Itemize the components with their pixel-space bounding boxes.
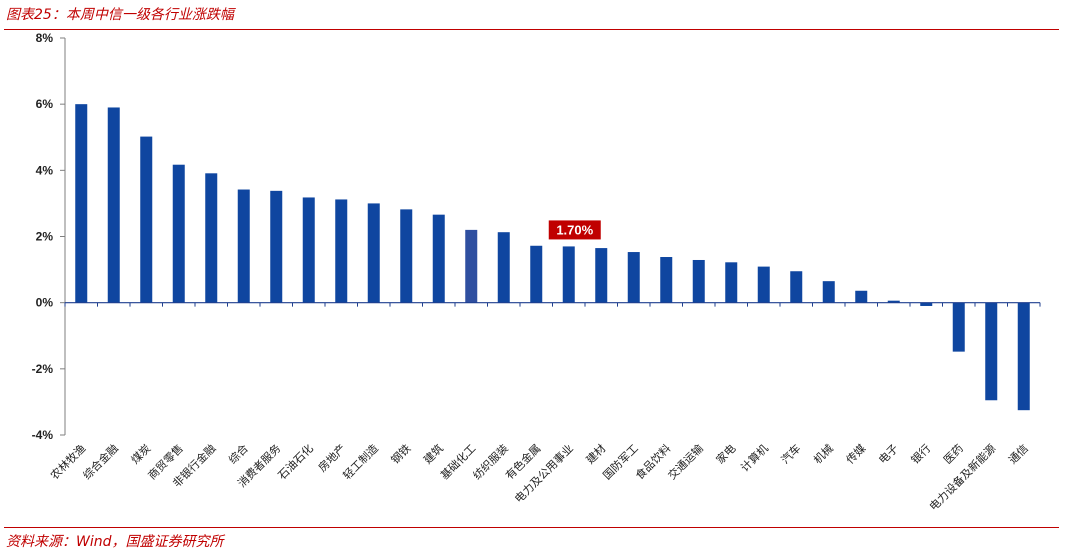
source-note: 资料来源：Wind，国盛证券研究所 — [6, 534, 224, 550]
bar — [497, 232, 510, 303]
bar — [952, 302, 965, 352]
bar — [237, 189, 250, 303]
category-label: 电子 — [876, 442, 901, 467]
category-label: 计算机 — [738, 441, 771, 474]
category-label: 建材 — [583, 441, 608, 466]
bar — [595, 248, 608, 303]
category-label: 银行 — [908, 441, 933, 466]
y-tick-label: 8% — [36, 31, 54, 45]
bar — [855, 290, 868, 303]
bottom-rule — [4, 527, 1059, 528]
y-tick-label: -2% — [32, 362, 54, 376]
y-tick-label: -4% — [32, 428, 54, 442]
value-callout: 1.70% — [548, 220, 601, 240]
bar — [107, 107, 120, 303]
y-axis: -4% -2% 0% 2% 4% 6% 8% — [32, 31, 66, 442]
bar — [725, 262, 738, 303]
bar — [432, 214, 445, 303]
bar — [400, 209, 413, 303]
bar — [660, 257, 673, 303]
callout-label: 1.70% — [556, 222, 593, 237]
category-label: 汽车 — [778, 441, 803, 466]
bar — [822, 281, 835, 303]
x-axis — [64, 302, 1041, 307]
category-label: 石油石化 — [275, 441, 316, 482]
category-label: 电力及公用事业 — [512, 442, 576, 506]
category-label: 综合 — [225, 441, 250, 466]
bar — [367, 203, 380, 303]
category-label: 医药 — [941, 442, 966, 467]
bar — [172, 164, 185, 303]
category-label: 交通运输 — [665, 441, 706, 482]
bar — [757, 266, 770, 303]
bar — [887, 300, 900, 303]
y-tick-label: 6% — [36, 97, 54, 111]
bar — [790, 271, 803, 303]
category-label: 机械 — [810, 441, 835, 466]
top-rule — [4, 29, 1059, 30]
bar — [465, 229, 478, 303]
bar — [302, 197, 315, 303]
category-label: 家电 — [713, 441, 738, 466]
figure-title: 图表25：本周中信一级各行业涨跌幅 — [6, 7, 234, 23]
y-tick-label: 2% — [36, 230, 54, 244]
bar — [75, 104, 88, 303]
bar — [205, 173, 218, 303]
bar — [562, 246, 575, 303]
bars — [75, 104, 1030, 411]
callout-box — [548, 220, 601, 240]
bar — [692, 259, 705, 303]
bar — [140, 136, 153, 303]
bar — [985, 302, 998, 401]
category-label: 建筑 — [420, 441, 445, 466]
category-label: 综合金融 — [80, 441, 121, 482]
y-tick-label: 0% — [36, 296, 54, 310]
category-label: 煤炭 — [129, 442, 154, 467]
bar — [1017, 302, 1030, 411]
category-labels: 农林牧渔综合金融 煤炭商贸零售非银行金融 综合消费者服务石油石化 房地产轻工制造 钢铁建… — [47, 441, 1031, 513]
category-label: 通信 — [1006, 442, 1031, 467]
bar — [530, 245, 543, 303]
bar — [270, 190, 283, 303]
category-label: 传媒 — [844, 442, 869, 467]
y-tick-label: 4% — [36, 163, 54, 177]
bar — [920, 302, 933, 306]
category-label: 钢铁 — [389, 442, 414, 467]
category-label: 轻工制造 — [340, 441, 381, 482]
bar — [627, 252, 640, 303]
bar — [335, 199, 348, 303]
